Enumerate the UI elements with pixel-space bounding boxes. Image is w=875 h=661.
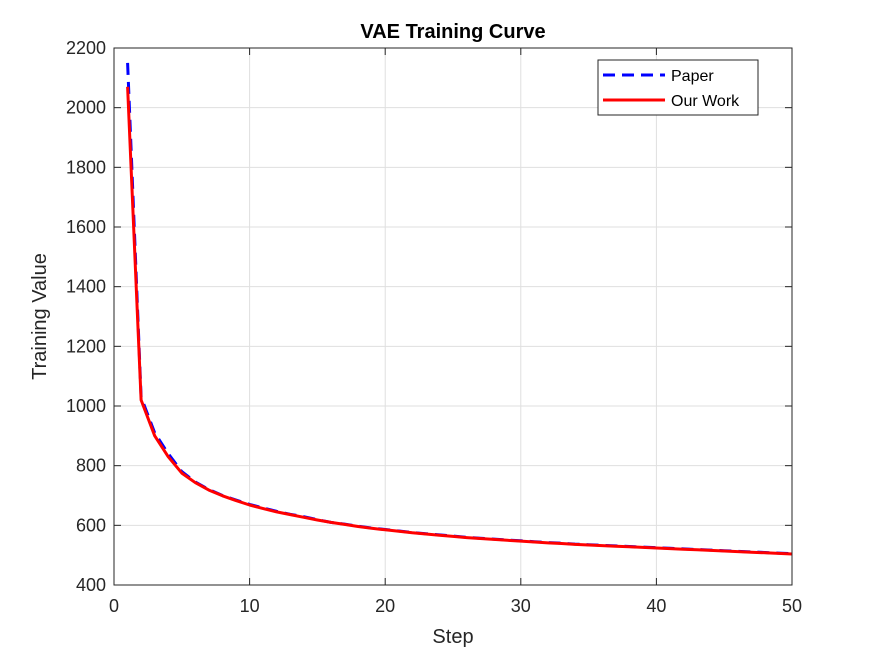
legend-box <box>597 59 759 116</box>
plot-frame <box>113 47 793 586</box>
x-tick-label: 10 <box>240 596 260 616</box>
x-tick-label: 30 <box>511 596 531 616</box>
y-tick-label: 1600 <box>66 217 106 237</box>
y-tick-label: 2200 <box>66 38 106 58</box>
plot-area <box>114 48 792 585</box>
y-tick-label: 400 <box>76 575 106 595</box>
chart-title: VAE Training Curve <box>360 21 545 43</box>
y-tick-label: 1400 <box>66 277 106 297</box>
legend-label-our-work: Our Work <box>671 93 740 110</box>
x-axis-title: Step <box>432 626 473 648</box>
y-tick-label: 2000 <box>66 98 106 118</box>
x-tick-label: 0 <box>109 596 119 616</box>
y-tick-label: 1000 <box>66 396 106 416</box>
y-tick-label: 800 <box>76 456 106 476</box>
x-tick-label: 40 <box>646 596 666 616</box>
y-tick-label: 1800 <box>66 157 106 177</box>
y-tick-label: 1200 <box>66 336 106 356</box>
series-line-our-work <box>126 86 793 556</box>
grid <box>113 47 793 586</box>
legend-label-paper: Paper <box>671 68 714 85</box>
x-tick-label: 50 <box>782 596 802 616</box>
y-axis-title: Training Value <box>29 253 51 380</box>
x-tick-label: 20 <box>375 596 395 616</box>
ticks: 0 10 20 30 40 50 400 600 800 1000 1200 1400 1600 1800… <box>66 38 802 616</box>
legend: Paper Our Work <box>597 59 759 116</box>
y-tick-label: 600 <box>76 515 106 535</box>
series-group <box>126 62 793 556</box>
